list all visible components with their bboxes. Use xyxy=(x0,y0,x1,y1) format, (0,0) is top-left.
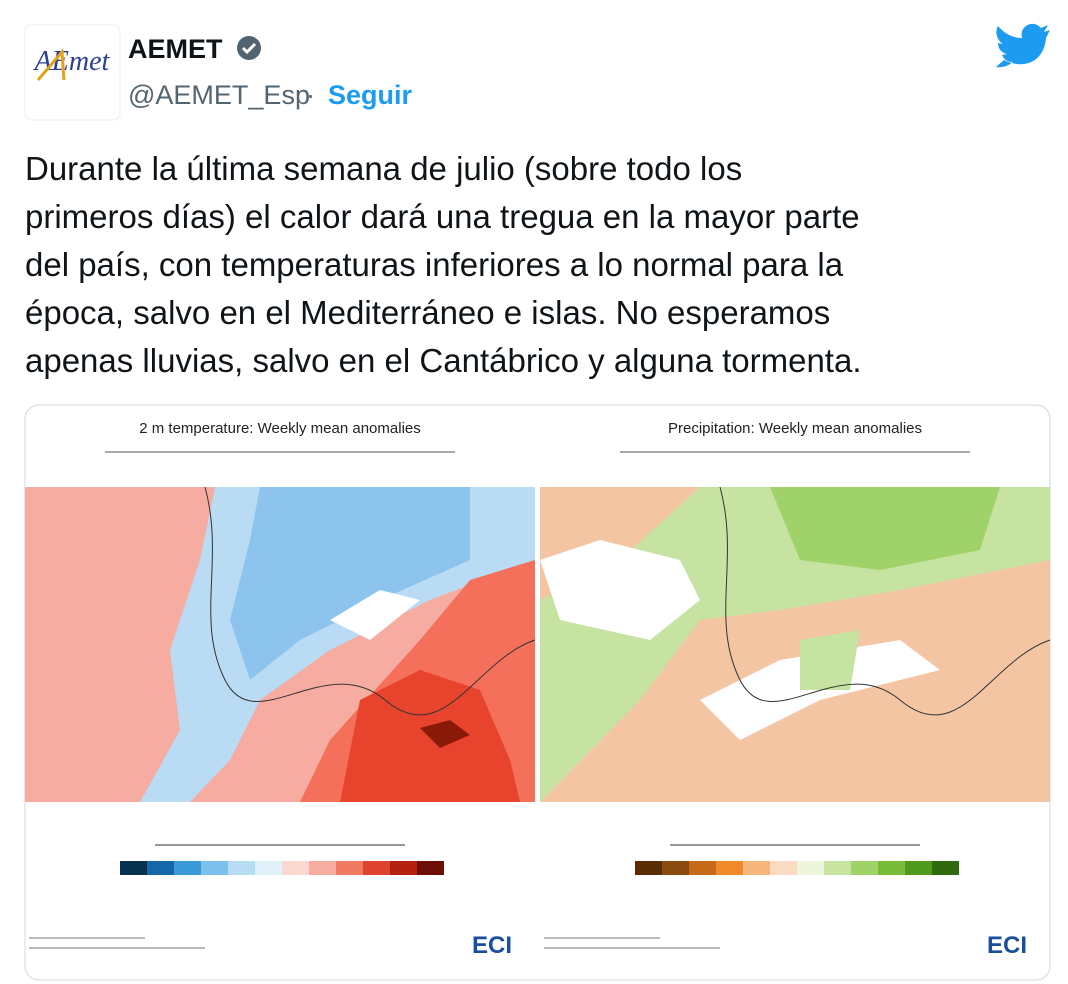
colorbar-cell xyxy=(932,861,959,875)
tweet-text: apenas lluvias, salvo en el Cantábrico y… xyxy=(25,342,862,379)
author-name[interactable]: AEMET xyxy=(128,34,223,64)
follow-link[interactable]: Seguir xyxy=(328,80,413,110)
colorbar-cell xyxy=(851,861,878,875)
coastline xyxy=(204,486,536,716)
map-region xyxy=(230,487,470,680)
map-region xyxy=(330,590,420,640)
colorbar-cell xyxy=(228,861,255,875)
colorbar-cell xyxy=(716,861,743,875)
colorbar-cell xyxy=(390,861,417,875)
separator: · xyxy=(306,80,315,110)
panel-title: 2 m temperature: Weekly mean anomalies xyxy=(139,420,421,437)
colorbar-cell xyxy=(689,861,716,875)
colorbar-cell xyxy=(120,861,147,875)
colorbar-cell xyxy=(635,861,662,875)
colorbar-cell xyxy=(662,861,689,875)
colorbar-cell xyxy=(363,861,390,875)
coastline xyxy=(719,486,1051,716)
map-region xyxy=(770,487,1000,570)
twitter-logo[interactable] xyxy=(996,23,1050,68)
colorbar-cell xyxy=(878,861,905,875)
tweet-text: primeros días) el calor dará una tregua … xyxy=(25,198,860,235)
colorbar-cell xyxy=(336,861,363,875)
verified-check xyxy=(241,42,257,55)
colorbar-cell xyxy=(147,861,174,875)
colorbar-cell xyxy=(770,861,797,875)
tweet-text: Durante la última semana de julio (sobre… xyxy=(25,150,742,187)
handle[interactable]: @AEMET_Esp xyxy=(128,80,310,110)
colorbar-cell xyxy=(743,861,770,875)
panel-title: Precipitation: Weekly mean anomalies xyxy=(668,420,922,437)
colorbar-cell xyxy=(905,861,932,875)
avatar[interactable] xyxy=(24,24,121,121)
tweet-text: del país, con temperaturas inferiores a … xyxy=(25,246,844,283)
media-panels: 2 m temperature: Weekly mean anomalies EC… xyxy=(25,420,1051,959)
tweet-text: época, salvo en el Mediterráneo e islas.… xyxy=(25,294,830,331)
map-region xyxy=(540,540,700,640)
map-region xyxy=(800,630,860,690)
map-region xyxy=(420,720,470,748)
colorbar-cell xyxy=(255,861,282,875)
colorbar-cell xyxy=(417,861,444,875)
colorbar-cell xyxy=(797,861,824,875)
logo-mark xyxy=(36,48,66,81)
ecmwf-logo: ECI xyxy=(987,932,1027,959)
colorbar-cell xyxy=(174,861,201,875)
colorbar-cell xyxy=(309,861,336,875)
colorbar-cell xyxy=(282,861,309,875)
colorbar-cell xyxy=(824,861,851,875)
colorbar-cell xyxy=(201,861,228,875)
ecmwf-logo: ECI xyxy=(472,932,512,959)
